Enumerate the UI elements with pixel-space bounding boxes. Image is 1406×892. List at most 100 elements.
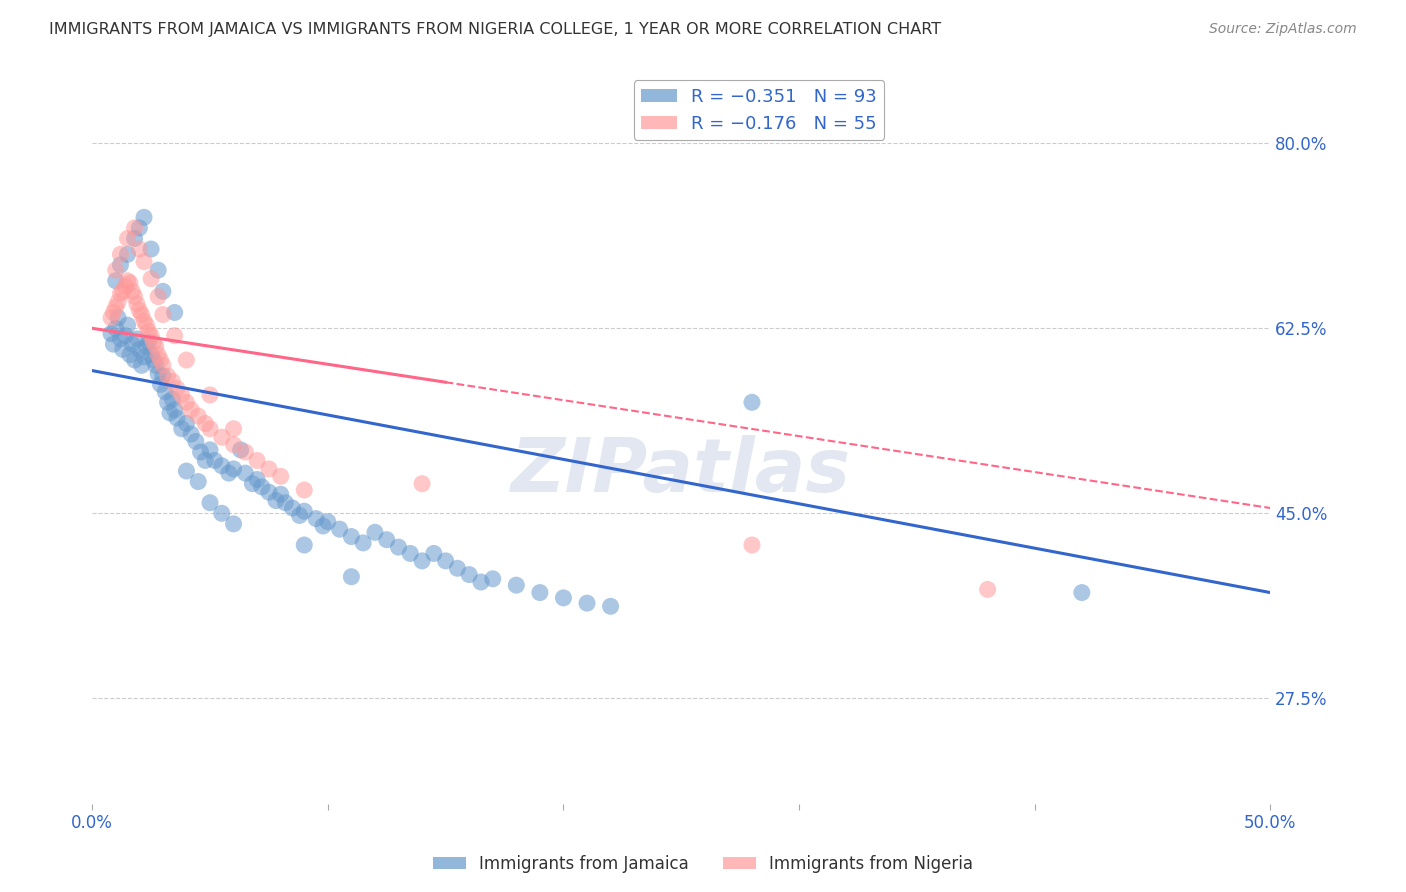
Point [104,321,127,335]
Point [135,318,157,333]
Point [176,417,198,431]
Point [128,343,150,357]
Point [118,348,141,362]
Point [204,453,226,467]
Point [107,294,129,309]
Point [124,220,146,235]
Point [103,337,125,351]
Point [124,290,146,304]
Point [121,285,143,299]
Point [142,334,165,349]
Point [149,377,172,392]
Point [170,388,193,402]
Point [340,570,363,584]
Point [111,285,134,299]
Point [152,359,174,373]
Point [156,395,179,409]
Point [159,406,181,420]
Point [138,325,160,339]
Point [270,469,292,483]
Point [292,538,315,552]
Point [529,585,551,599]
Point [145,359,167,373]
Point [458,567,481,582]
Point [156,368,179,383]
Point [110,258,132,272]
Point [152,285,174,299]
Point [218,466,240,480]
Point [124,353,146,368]
Point [139,271,162,285]
Point [104,263,127,277]
Text: ZIPatlas: ZIPatlas [512,434,851,508]
Point [198,496,221,510]
Point [375,533,398,547]
Point [242,476,264,491]
Point [246,453,269,467]
Point [399,546,422,560]
Point [184,434,207,449]
Point [305,511,328,525]
Point [163,402,186,417]
Point [292,483,315,497]
Point [976,582,998,597]
Point [139,328,162,343]
Point [1070,585,1092,599]
Point [257,485,280,500]
Point [553,591,575,605]
Point [198,442,221,457]
Point [222,422,245,436]
Point [163,305,186,319]
Point [149,353,172,368]
Point [131,359,153,373]
Point [117,318,139,333]
Point [481,572,503,586]
Point [146,263,169,277]
Point [166,382,188,396]
Point [222,437,245,451]
Point [257,462,280,476]
Point [470,574,492,589]
Point [180,402,202,417]
Point [211,458,233,473]
Point [132,314,155,328]
Point [121,337,143,351]
Point [104,300,127,314]
Point [135,339,157,353]
Point [576,596,599,610]
Point [152,308,174,322]
Point [741,538,763,552]
Point [599,599,621,614]
Point [132,350,155,364]
Point [505,578,527,592]
Point [264,493,287,508]
Point [114,279,136,293]
Point [176,353,198,368]
Point [190,445,212,459]
Legend: Immigrants from Jamaica, Immigrants from Nigeria: Immigrants from Jamaica, Immigrants from… [426,848,980,880]
Point [411,554,433,568]
Point [138,334,160,349]
Point [107,310,129,325]
Point [128,242,150,256]
Point [198,388,221,402]
Point [387,540,409,554]
Point [117,274,139,288]
Point [110,247,132,261]
Point [118,276,141,290]
Point [128,303,150,318]
Point [364,525,387,540]
Point [312,519,335,533]
Point [274,496,297,510]
Point [104,274,127,288]
Point [194,453,217,467]
Point [103,305,125,319]
Point [423,546,446,560]
Point [281,501,304,516]
Point [222,516,245,531]
Point [250,480,273,494]
Point [194,417,217,431]
Point [131,308,153,322]
Point [155,384,177,399]
Point [152,368,174,383]
